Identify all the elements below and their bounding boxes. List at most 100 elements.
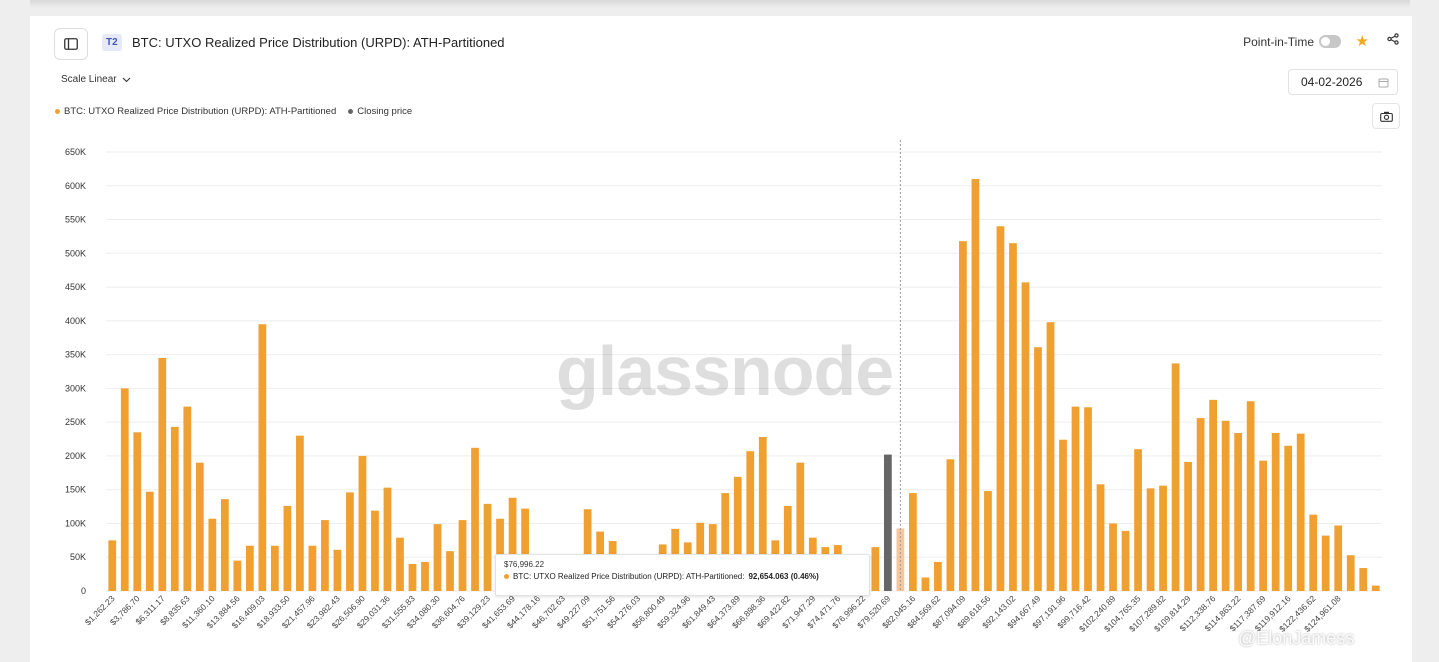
urpd-bar <box>1196 418 1205 591</box>
urpd-bar <box>583 509 592 591</box>
urpd-bar <box>408 563 417 591</box>
urpd-bar <box>521 508 529 591</box>
urpd-bar <box>1346 555 1355 591</box>
y-tick-label: 350K <box>65 350 86 360</box>
urpd-bar <box>1221 420 1230 591</box>
date-value: 04-02-2026 <box>1301 75 1363 89</box>
urpd-bar <box>1009 243 1017 591</box>
urpd-bar <box>783 505 792 591</box>
urpd-bar <box>283 505 292 591</box>
urpd-bar <box>1146 488 1155 591</box>
urpd-bar <box>1321 535 1330 591</box>
star-icon[interactable]: ★ <box>1355 33 1369 50</box>
tooltip-value: 92,654.063 (0.46%) <box>748 572 819 581</box>
urpd-bar <box>396 537 404 591</box>
urpd-bar <box>421 561 429 591</box>
y-tick-label: 50K <box>70 552 86 562</box>
urpd-bar <box>383 487 392 591</box>
legend-item-closing-price[interactable]: Closing price <box>348 106 412 117</box>
urpd-bar <box>721 493 730 591</box>
urpd-bar <box>321 520 329 591</box>
urpd-bar <box>296 435 304 591</box>
urpd-bar <box>1309 514 1318 591</box>
urpd-bar <box>1059 439 1067 591</box>
tooltip-series: BTC: UTXO Realized Price Distribution (U… <box>513 572 745 581</box>
sidebar-toggle-button[interactable] <box>54 28 88 60</box>
urpd-bar <box>220 499 229 591</box>
y-tick-label: 450K <box>65 282 86 292</box>
y-tick-label: 550K <box>65 215 86 225</box>
y-tick-label: 500K <box>65 248 86 258</box>
chart-legend: BTC: UTXO Realized Price Distribution (U… <box>55 106 412 117</box>
legend-label: Closing price <box>357 106 413 117</box>
urpd-bar <box>909 493 917 591</box>
toggle-knob <box>1321 37 1330 46</box>
chevron-down-icon <box>122 77 130 82</box>
chart-card: T2 BTC: UTXO Realized Price Distribution… <box>30 16 1412 662</box>
urpd-bar <box>446 551 454 591</box>
sidebar-panel-icon <box>64 38 78 50</box>
urpd-bar <box>208 518 217 591</box>
urpd-bar <box>1296 433 1305 591</box>
y-tick-label: 650K <box>65 147 86 157</box>
urpd-bar <box>1284 445 1293 591</box>
urpd-bar <box>1259 460 1268 591</box>
top-fade <box>30 0 1410 8</box>
urpd-bar <box>258 324 267 591</box>
point-in-time-toggle[interactable] <box>1319 35 1341 48</box>
urpd-bar <box>245 545 254 591</box>
urpd-bar <box>1071 406 1080 591</box>
urpd-bar <box>1109 523 1117 591</box>
urpd-bar <box>233 560 242 591</box>
urpd-bar <box>946 459 955 591</box>
urpd-bar <box>508 497 517 591</box>
urpd-bar <box>133 432 142 591</box>
glassnode-watermark: glassnode <box>556 332 894 410</box>
urpd-bar <box>796 462 805 591</box>
closing-price-bar <box>883 454 892 591</box>
urpd-bar <box>1034 347 1042 591</box>
tooltip-swatch <box>504 574 509 579</box>
urpd-bar <box>108 540 117 591</box>
urpd-bar <box>733 476 742 591</box>
urpd-bar <box>1371 585 1380 591</box>
y-tick-label: 300K <box>65 383 86 393</box>
urpd-bar <box>195 462 204 591</box>
camera-icon <box>1379 111 1393 122</box>
urpd-bar <box>1334 525 1343 591</box>
urpd-bar <box>346 492 354 591</box>
urpd-bar <box>1209 399 1217 591</box>
urpd-bar <box>371 510 379 591</box>
screenshot-button[interactable] <box>1372 103 1400 129</box>
urpd-bar <box>896 528 905 591</box>
urpd-bar <box>971 179 980 591</box>
urpd-bar <box>1096 484 1105 591</box>
chart-header: T2 BTC: UTXO Realized Price Distribution… <box>30 16 1412 68</box>
y-tick-label: 0 <box>81 586 86 596</box>
urpd-bar <box>145 491 154 591</box>
scale-select-label: Scale Linear <box>61 74 117 85</box>
urpd-bar <box>1084 407 1092 591</box>
date-input[interactable]: 04-02-2026 <box>1288 69 1398 95</box>
scale-select[interactable]: Scale Linear <box>61 74 131 85</box>
legend-label: BTC: UTXO Realized Price Distribution (U… <box>64 106 337 117</box>
urpd-bar <box>746 451 755 591</box>
urpd-bar <box>1134 449 1142 591</box>
urpd-bar <box>1359 568 1368 591</box>
urpd-bar <box>984 491 992 591</box>
legend-swatch <box>348 109 354 114</box>
legend-item-urpd[interactable]: BTC: UTXO Realized Price Distribution (U… <box>55 106 336 117</box>
urpd-bar <box>1246 401 1255 591</box>
share-icon[interactable] <box>1387 32 1399 50</box>
urpd-bar <box>483 503 492 591</box>
urpd-bar <box>1271 432 1280 591</box>
y-tick-label: 600K <box>65 181 86 191</box>
urpd-bar <box>433 524 442 591</box>
urpd-bar <box>183 406 192 591</box>
page-title: BTC: UTXO Realized Price Distribution (U… <box>132 35 505 50</box>
urpd-bar <box>1159 485 1167 591</box>
urpd-bar <box>158 357 167 591</box>
y-tick-label: 400K <box>65 316 86 326</box>
urpd-bar <box>120 388 129 591</box>
urpd-bar <box>996 226 1005 592</box>
